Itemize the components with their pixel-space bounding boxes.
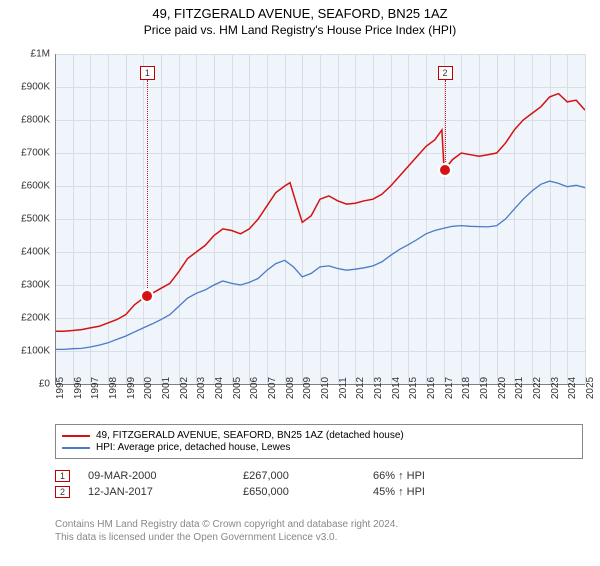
y-tick-label: £600K <box>0 181 50 192</box>
x-tick-label: 2009 <box>302 377 313 399</box>
sales-table: 1 09-MAR-2000 £267,000 66% ↑ HPI 2 12-JAN-201… <box>55 466 470 502</box>
x-tick-label: 2013 <box>373 377 384 399</box>
x-tick-label: 2006 <box>249 377 260 399</box>
x-tick-label: 2007 <box>267 377 278 399</box>
sales-delta: 66% ↑ HPI <box>373 470 425 482</box>
y-tick-label: £800K <box>0 115 50 126</box>
y-tick-label: £500K <box>0 214 50 225</box>
x-tick-label: 2001 <box>161 377 172 399</box>
x-tick-label: 2018 <box>461 377 472 399</box>
x-tick-label: 2020 <box>497 377 508 399</box>
x-tick-label: 2024 <box>567 377 578 399</box>
y-tick-label: £300K <box>0 280 50 291</box>
x-tick-label: 1995 <box>55 377 66 399</box>
x-tick-label: 2000 <box>143 377 154 399</box>
x-tick-label: 2012 <box>355 377 366 399</box>
y-tick-label: £1M <box>0 49 50 60</box>
chart-title: 49, FITZGERALD AVENUE, SEAFORD, BN25 1AZ <box>0 6 600 21</box>
marker-line <box>445 80 446 170</box>
x-tick-label: 2010 <box>320 377 331 399</box>
legend-swatch <box>62 435 90 437</box>
x-tick-label: 2002 <box>179 377 190 399</box>
sales-price: £650,000 <box>243 486 328 498</box>
x-tick-label: 2005 <box>232 377 243 399</box>
marker-box: 1 <box>140 66 155 80</box>
y-axis <box>55 54 56 384</box>
chart-area: 12 £0£100K£200K£300K£400K£500K£600K£700K… <box>55 54 585 384</box>
y-tick-label: £200K <box>0 313 50 324</box>
legend-item: HPI: Average price, detached house, Lewe… <box>62 442 576 453</box>
x-tick-label: 2019 <box>479 377 490 399</box>
x-tick-label: 2016 <box>426 377 437 399</box>
sales-price: £267,000 <box>243 470 328 482</box>
y-tick-label: £0 <box>0 379 50 390</box>
sales-date: 12-JAN-2017 <box>88 486 198 498</box>
y-tick-label: £700K <box>0 148 50 159</box>
sales-index: 2 <box>55 486 70 498</box>
x-tick-label: 2025 <box>585 377 596 399</box>
marker-dot <box>438 163 452 177</box>
x-tick-label: 2008 <box>285 377 296 399</box>
x-tick-label: 2021 <box>514 377 525 399</box>
marker-line <box>147 80 148 296</box>
x-tick-label: 2014 <box>391 377 402 399</box>
y-tick-label: £900K <box>0 82 50 93</box>
x-tick-label: 2004 <box>214 377 225 399</box>
x-tick-label: 2003 <box>196 377 207 399</box>
marker-box: 2 <box>438 66 453 80</box>
x-tick-label: 1996 <box>73 377 84 399</box>
x-tick-label: 1998 <box>108 377 119 399</box>
x-tick-label: 2017 <box>444 377 455 399</box>
footer-attribution: Contains HM Land Registry data © Crown c… <box>55 518 398 544</box>
x-tick-label: 2022 <box>532 377 543 399</box>
footer-line-2: This data is licensed under the Open Gov… <box>55 531 398 544</box>
sales-index: 1 <box>55 470 70 482</box>
legend: 49, FITZGERALD AVENUE, SEAFORD, BN25 1AZ… <box>55 424 583 459</box>
legend-item: 49, FITZGERALD AVENUE, SEAFORD, BN25 1AZ… <box>62 430 576 441</box>
marker-dot <box>140 289 154 303</box>
chart-subtitle: Price paid vs. HM Land Registry's House … <box>0 23 600 37</box>
y-tick-label: £100K <box>0 346 50 357</box>
gridline-v <box>585 54 586 384</box>
sales-date: 09-MAR-2000 <box>88 470 198 482</box>
x-tick-label: 1997 <box>90 377 101 399</box>
series-line <box>55 181 585 349</box>
sales-row: 1 09-MAR-2000 £267,000 66% ↑ HPI <box>55 470 470 482</box>
x-tick-label: 2011 <box>338 377 349 399</box>
legend-label: HPI: Average price, detached house, Lewe… <box>96 442 290 453</box>
sales-row: 2 12-JAN-2017 £650,000 45% ↑ HPI <box>55 486 470 498</box>
y-tick-label: £400K <box>0 247 50 258</box>
series-lines <box>55 54 585 384</box>
x-tick-label: 2015 <box>408 377 419 399</box>
footer-line-1: Contains HM Land Registry data © Crown c… <box>55 518 398 531</box>
x-tick-label: 2023 <box>550 377 561 399</box>
legend-label: 49, FITZGERALD AVENUE, SEAFORD, BN25 1AZ… <box>96 430 404 441</box>
sales-delta: 45% ↑ HPI <box>373 486 425 498</box>
x-tick-label: 1999 <box>126 377 137 399</box>
legend-swatch <box>62 447 90 449</box>
series-line <box>55 94 585 332</box>
